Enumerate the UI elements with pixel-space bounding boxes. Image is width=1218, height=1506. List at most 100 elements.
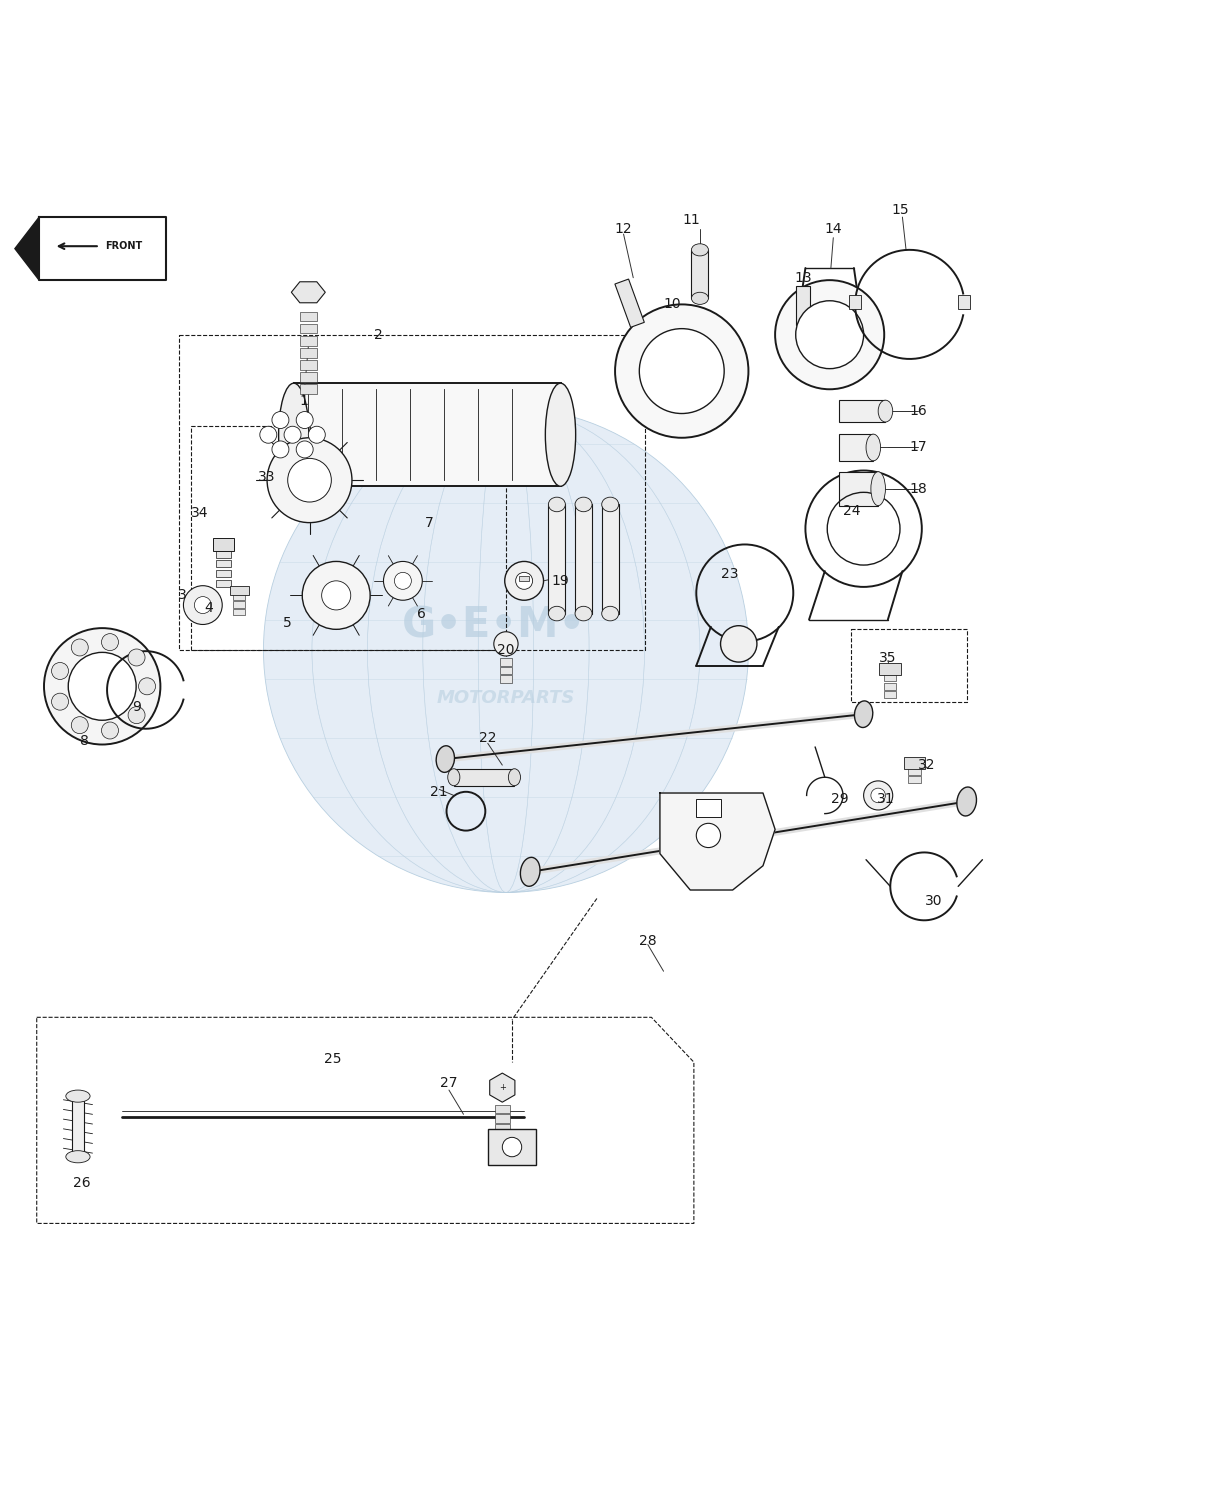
Circle shape [322,581,351,610]
Bar [909,768,921,774]
Text: +: + [499,1083,505,1092]
Bar [697,800,721,818]
Circle shape [302,562,370,630]
Bar [849,295,861,309]
Bar [519,575,529,581]
Bar [233,601,245,607]
Ellipse shape [448,768,460,786]
Circle shape [775,280,884,389]
Bar [495,1143,509,1152]
Circle shape [44,628,161,744]
Ellipse shape [692,244,709,256]
Bar [839,471,878,506]
Text: 13: 13 [794,271,812,285]
Text: MOTORPARTS: MOTORPARTS [437,690,575,708]
Bar [212,539,234,551]
Bar [233,608,245,614]
Bar [495,1104,509,1113]
Circle shape [639,328,725,414]
Bar [300,384,317,395]
Ellipse shape [866,434,881,461]
Bar [229,586,248,595]
Circle shape [267,438,352,523]
Text: 6: 6 [417,607,425,620]
Bar [575,505,592,613]
Bar [216,560,230,568]
Ellipse shape [575,607,592,620]
Bar [548,505,565,613]
Circle shape [51,663,68,679]
Text: 20: 20 [497,643,515,657]
Bar [884,682,896,690]
Ellipse shape [871,471,885,506]
Bar [233,595,245,601]
Text: 28: 28 [639,934,657,947]
Text: 7: 7 [425,515,434,530]
Text: 9: 9 [132,700,140,714]
Text: 34: 34 [190,506,208,520]
Text: 4: 4 [205,601,213,614]
Bar [300,324,317,333]
Bar [884,691,896,699]
Ellipse shape [546,383,576,486]
Circle shape [395,572,412,589]
Text: 8: 8 [79,733,89,748]
Text: 18: 18 [910,482,927,495]
Ellipse shape [602,497,619,512]
Circle shape [101,721,118,739]
Circle shape [263,408,748,893]
Text: 27: 27 [440,1075,458,1090]
Circle shape [287,458,331,501]
Text: 22: 22 [479,732,497,745]
Text: 5: 5 [284,616,292,631]
Bar [216,580,230,587]
Bar [904,756,926,768]
Text: 2: 2 [374,328,382,342]
Circle shape [101,634,118,651]
Text: 14: 14 [825,223,842,236]
Bar [879,663,901,675]
Text: 24: 24 [843,503,860,518]
Bar [602,505,619,613]
Text: 1: 1 [300,395,308,408]
Text: 35: 35 [879,652,896,666]
Circle shape [195,596,211,613]
Bar [216,569,230,577]
Circle shape [128,649,145,666]
Circle shape [384,562,423,601]
Circle shape [139,678,156,694]
Bar [499,667,512,675]
Bar [300,336,317,345]
Ellipse shape [855,700,873,727]
Text: 31: 31 [877,792,894,806]
Ellipse shape [548,497,565,512]
Circle shape [72,717,88,733]
Text: 32: 32 [918,758,935,773]
Bar [300,360,317,370]
Circle shape [184,586,222,625]
Bar [839,401,885,422]
Ellipse shape [66,1151,90,1163]
Circle shape [128,706,145,724]
Ellipse shape [436,745,454,773]
Bar [495,1134,509,1142]
Circle shape [272,441,289,458]
Circle shape [795,301,864,369]
Polygon shape [291,282,325,303]
Circle shape [72,639,88,657]
Bar [495,1114,509,1123]
Circle shape [308,426,325,443]
Bar [216,541,230,548]
Bar [851,630,967,702]
Ellipse shape [692,292,709,304]
Text: 19: 19 [552,574,569,587]
Bar [495,1123,509,1133]
Bar [884,675,896,682]
Text: 11: 11 [682,212,700,226]
Circle shape [296,411,313,429]
Text: 25: 25 [324,1051,341,1066]
Circle shape [615,304,748,438]
Bar [454,768,514,786]
Bar [216,551,230,557]
Bar [909,759,921,767]
